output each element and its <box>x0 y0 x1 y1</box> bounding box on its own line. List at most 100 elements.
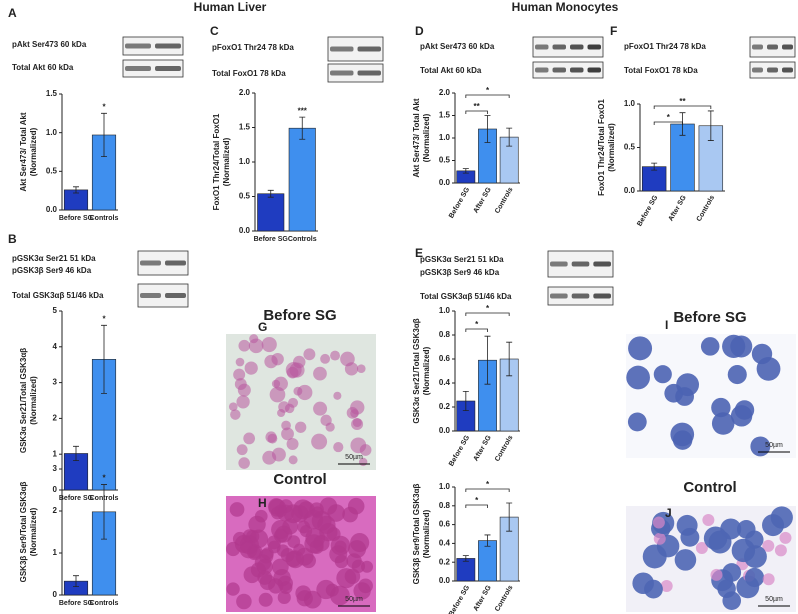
blot-band <box>593 293 611 299</box>
cell <box>711 397 731 418</box>
x-tick-label: Before SG <box>254 236 289 243</box>
micrograph-title: Before SG <box>263 307 336 324</box>
y-axis-label: (Normalized) <box>29 376 38 425</box>
cell <box>360 560 374 573</box>
cell <box>342 506 358 523</box>
y-tick-label: 0.4 <box>439 378 451 387</box>
cell <box>297 520 311 534</box>
cell <box>259 574 276 591</box>
y-tick-label: 2.0 <box>239 88 251 97</box>
cell <box>779 531 792 544</box>
x-tick-label: Controls <box>90 600 119 607</box>
cell <box>644 579 663 599</box>
significance: * <box>486 304 490 313</box>
y-axis-label: (Normalized) <box>422 509 431 558</box>
bracket <box>653 105 712 109</box>
cell <box>233 368 246 381</box>
cell <box>238 339 251 352</box>
x-tick-label: Before SG <box>59 495 94 502</box>
y-tick-label: 3 <box>53 464 58 473</box>
cell <box>700 337 720 356</box>
cell <box>336 568 357 589</box>
cell <box>268 498 287 517</box>
blot <box>122 59 184 78</box>
cell <box>277 575 293 591</box>
significance: * <box>102 474 106 483</box>
y-axis-label: FoxO1 Thr24/Total FoxO1 <box>597 99 606 196</box>
cell <box>258 592 273 607</box>
significance: ** <box>474 102 481 111</box>
cell <box>762 539 775 552</box>
bar <box>257 193 285 232</box>
bar <box>288 127 316 232</box>
cell <box>235 357 245 367</box>
y-axis-label: (Normalized) <box>29 127 38 176</box>
blot <box>122 36 184 56</box>
x-tick-label: Before SG <box>448 584 471 614</box>
x-tick-label: Before SG <box>636 194 659 228</box>
panel-letter: E <box>415 246 423 260</box>
cell <box>311 433 328 450</box>
y-tick-label: 1.0 <box>46 128 58 137</box>
significance: *** <box>298 106 308 115</box>
cell <box>303 348 316 361</box>
cell <box>730 335 753 358</box>
y-axis-label: GSK3β Ser9/Total GSK3αβ <box>19 481 28 582</box>
x-tick-label: After SG <box>473 584 494 613</box>
cell <box>269 386 286 403</box>
y-tick-label: 0 <box>53 590 58 599</box>
error-bar <box>462 555 469 562</box>
bracket <box>465 110 488 114</box>
cell <box>271 379 281 388</box>
y-tick-label: 0.5 <box>46 166 58 175</box>
y-axis-label: (Normalized) <box>422 113 431 162</box>
y-tick-label: 0.6 <box>439 354 451 363</box>
cell <box>238 457 250 469</box>
cell <box>327 504 345 522</box>
blot-band <box>571 261 590 267</box>
y-tick-label: 0.4 <box>439 539 451 548</box>
blot-label: Total Akt 60 kDa <box>420 66 482 75</box>
significance: * <box>486 86 490 95</box>
cell <box>237 383 251 397</box>
cell <box>267 535 281 550</box>
cell <box>702 513 715 526</box>
x-tick-label: Before SG <box>448 434 471 468</box>
blot-label: pAkt Ser473 60 kDa <box>12 40 87 49</box>
cell <box>281 427 294 441</box>
blot-band <box>767 67 778 73</box>
y-tick-label: 1.0 <box>624 99 636 108</box>
bracket <box>653 121 683 125</box>
blot-label: Total FoxO1 78 kDa <box>624 66 698 75</box>
cell <box>351 418 364 431</box>
cell <box>316 579 336 600</box>
x-tick-label: Controls <box>288 236 317 243</box>
error-bar <box>462 391 469 411</box>
panel-letter: H <box>258 496 267 510</box>
blot-band <box>782 67 793 73</box>
cell <box>295 421 307 433</box>
cell <box>333 391 342 400</box>
blot-band <box>552 67 566 73</box>
error-bar <box>506 502 513 532</box>
panel-letter: F <box>610 24 617 38</box>
cell <box>261 336 277 353</box>
cell <box>350 400 365 415</box>
cell <box>330 350 340 361</box>
y-tick-label: 0.5 <box>239 192 251 201</box>
error-bar <box>101 324 107 394</box>
blot-band <box>587 67 601 73</box>
cell <box>278 401 290 413</box>
blot-label: Total FoxO1 78 kDa <box>212 69 286 78</box>
cell <box>277 590 291 605</box>
y-tick-label: 1.5 <box>239 123 251 132</box>
panel-letter: D <box>415 24 424 38</box>
cell <box>243 432 256 445</box>
cell <box>236 593 252 610</box>
cell <box>359 444 372 456</box>
y-tick-label: 0.8 <box>439 330 451 339</box>
scale-label: 50µm <box>345 596 363 603</box>
scale-label: 50µm <box>345 454 363 461</box>
y-tick-label: 0.6 <box>439 520 451 529</box>
cell <box>267 433 278 444</box>
